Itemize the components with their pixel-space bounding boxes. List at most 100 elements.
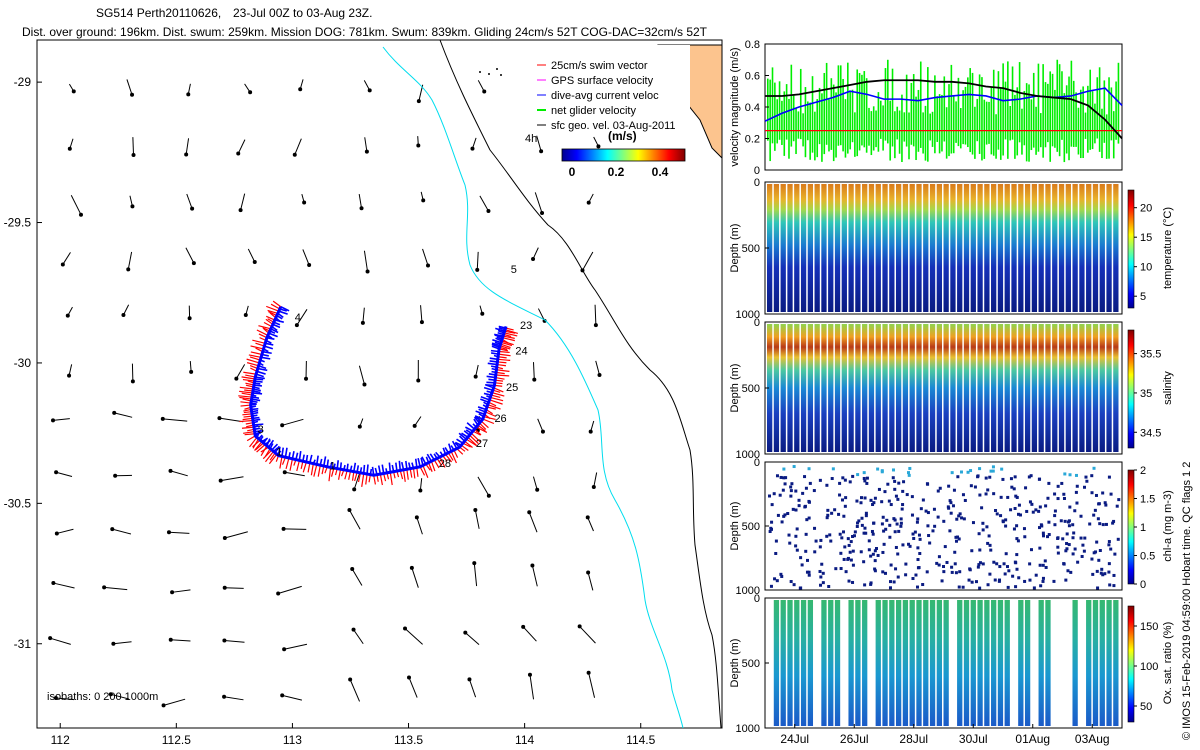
net-velocity-bar xyxy=(1087,85,1089,153)
chl-point xyxy=(881,570,885,574)
section-y-tick-label: 500 xyxy=(742,243,760,255)
net-velocity-bar xyxy=(1007,61,1009,159)
track-line xyxy=(249,306,508,477)
net-velocity-bar xyxy=(847,62,849,154)
chl-point xyxy=(843,545,847,549)
sfc-vector xyxy=(348,509,361,530)
sfc-vector-head xyxy=(302,200,307,205)
section-cast xyxy=(1072,600,1078,726)
section-cast xyxy=(814,324,820,452)
chl-point xyxy=(968,568,972,572)
net-velocity-bar xyxy=(894,111,896,159)
chl-point xyxy=(807,570,811,574)
chl-point xyxy=(986,541,990,545)
net-velocity-bar xyxy=(790,64,793,147)
net-velocity-bar xyxy=(1054,89,1056,148)
chl-point xyxy=(1080,554,1084,558)
chl-point xyxy=(948,499,952,503)
swim-vector xyxy=(357,472,362,483)
chl-point xyxy=(949,511,953,515)
chl-point xyxy=(937,563,941,567)
colorbar-tick-label: 0 xyxy=(1140,579,1146,591)
net-velocity-bar xyxy=(1016,87,1019,156)
sfc-vector-head xyxy=(71,89,76,94)
chl-point xyxy=(841,476,845,480)
sfc-vector-head xyxy=(280,423,285,428)
chl-point xyxy=(794,489,798,493)
net-velocity-bar xyxy=(1101,108,1103,159)
section-cast xyxy=(991,324,997,452)
net-velocity-bar xyxy=(1063,93,1066,163)
chl-point xyxy=(789,494,793,498)
sfc-vector-head xyxy=(486,493,491,498)
chl-point xyxy=(989,469,993,473)
section-y-tick-label: 500 xyxy=(742,658,760,670)
chl-point xyxy=(969,484,973,488)
swim-vector xyxy=(465,438,477,447)
chl-point xyxy=(962,517,966,521)
chl-point xyxy=(818,569,822,573)
chl-point xyxy=(880,500,884,504)
chl-point xyxy=(1101,573,1105,577)
section-cast xyxy=(923,324,929,452)
section-cast xyxy=(882,184,888,312)
sfc-vector-head xyxy=(51,581,56,586)
swim-vector xyxy=(240,401,252,404)
sfc-vector-head xyxy=(222,535,227,540)
net-velocity-bar xyxy=(1051,73,1054,147)
sfc-vector-head xyxy=(54,531,59,536)
net-velocity-bar xyxy=(908,112,910,160)
section-y-tick-label: 500 xyxy=(742,383,760,395)
chl-point xyxy=(978,548,982,552)
net-velocity-bar xyxy=(1068,76,1070,161)
chl-point xyxy=(927,534,931,538)
section-2: 0 500 1000 Depth (m) 5 10 15 20 temperature (°C) xyxy=(729,177,1174,321)
chl-point xyxy=(947,506,951,510)
sfc-vector-head xyxy=(222,585,227,590)
chl-point xyxy=(1063,472,1067,476)
chl-point xyxy=(949,501,953,505)
section-colorbar xyxy=(1127,605,1135,723)
net-velocity-bar xyxy=(1065,85,1068,154)
section-cast xyxy=(1024,324,1031,452)
chl-point xyxy=(1093,508,1097,512)
net-velocity-bar xyxy=(823,72,826,155)
sfc-geostrophic-vectors xyxy=(48,79,602,708)
chl-point xyxy=(1067,519,1071,523)
section-cast xyxy=(957,600,963,726)
chl-point xyxy=(937,555,941,559)
chl-point xyxy=(1074,473,1078,477)
chl-point xyxy=(838,481,842,485)
chl-point xyxy=(1109,547,1113,551)
chl-point xyxy=(1016,539,1020,543)
section-cast xyxy=(1024,600,1031,726)
chl-point xyxy=(907,473,911,477)
section-cast xyxy=(875,184,881,312)
section-cast xyxy=(909,184,915,312)
swim-vector xyxy=(242,417,253,421)
chl-point xyxy=(1038,526,1042,530)
section-cast xyxy=(1086,184,1092,312)
chl-point xyxy=(938,486,942,490)
net-velocity-bar xyxy=(1112,111,1115,159)
swim-vector xyxy=(409,468,413,478)
sfc-vector-head xyxy=(367,88,372,93)
net-velocity-bar xyxy=(957,77,960,147)
map-cbar-tick-1: 0.2 xyxy=(608,165,625,179)
chl-point xyxy=(893,487,897,491)
colorbar-tick-label: 1 xyxy=(1140,522,1146,534)
vel-y-tick-label: 0.6 xyxy=(745,71,760,83)
section-cast xyxy=(862,184,868,312)
chl-point xyxy=(918,551,922,555)
chl-point xyxy=(807,499,811,503)
date-tick-label: 24Jul xyxy=(780,732,809,746)
net-velocity-bar xyxy=(901,94,903,163)
swim-vector xyxy=(328,467,332,482)
section-cast xyxy=(800,600,807,726)
chl-point xyxy=(873,569,877,573)
swim-vector xyxy=(482,418,495,425)
sfc-vector-head xyxy=(414,515,419,520)
sfc-vector xyxy=(362,307,365,323)
chl-point xyxy=(1046,496,1050,500)
map-panel: 3 4 5 23 24 25 26 27 28 1 1 112 112.5 113 113.5 114 114… xyxy=(4,39,723,747)
